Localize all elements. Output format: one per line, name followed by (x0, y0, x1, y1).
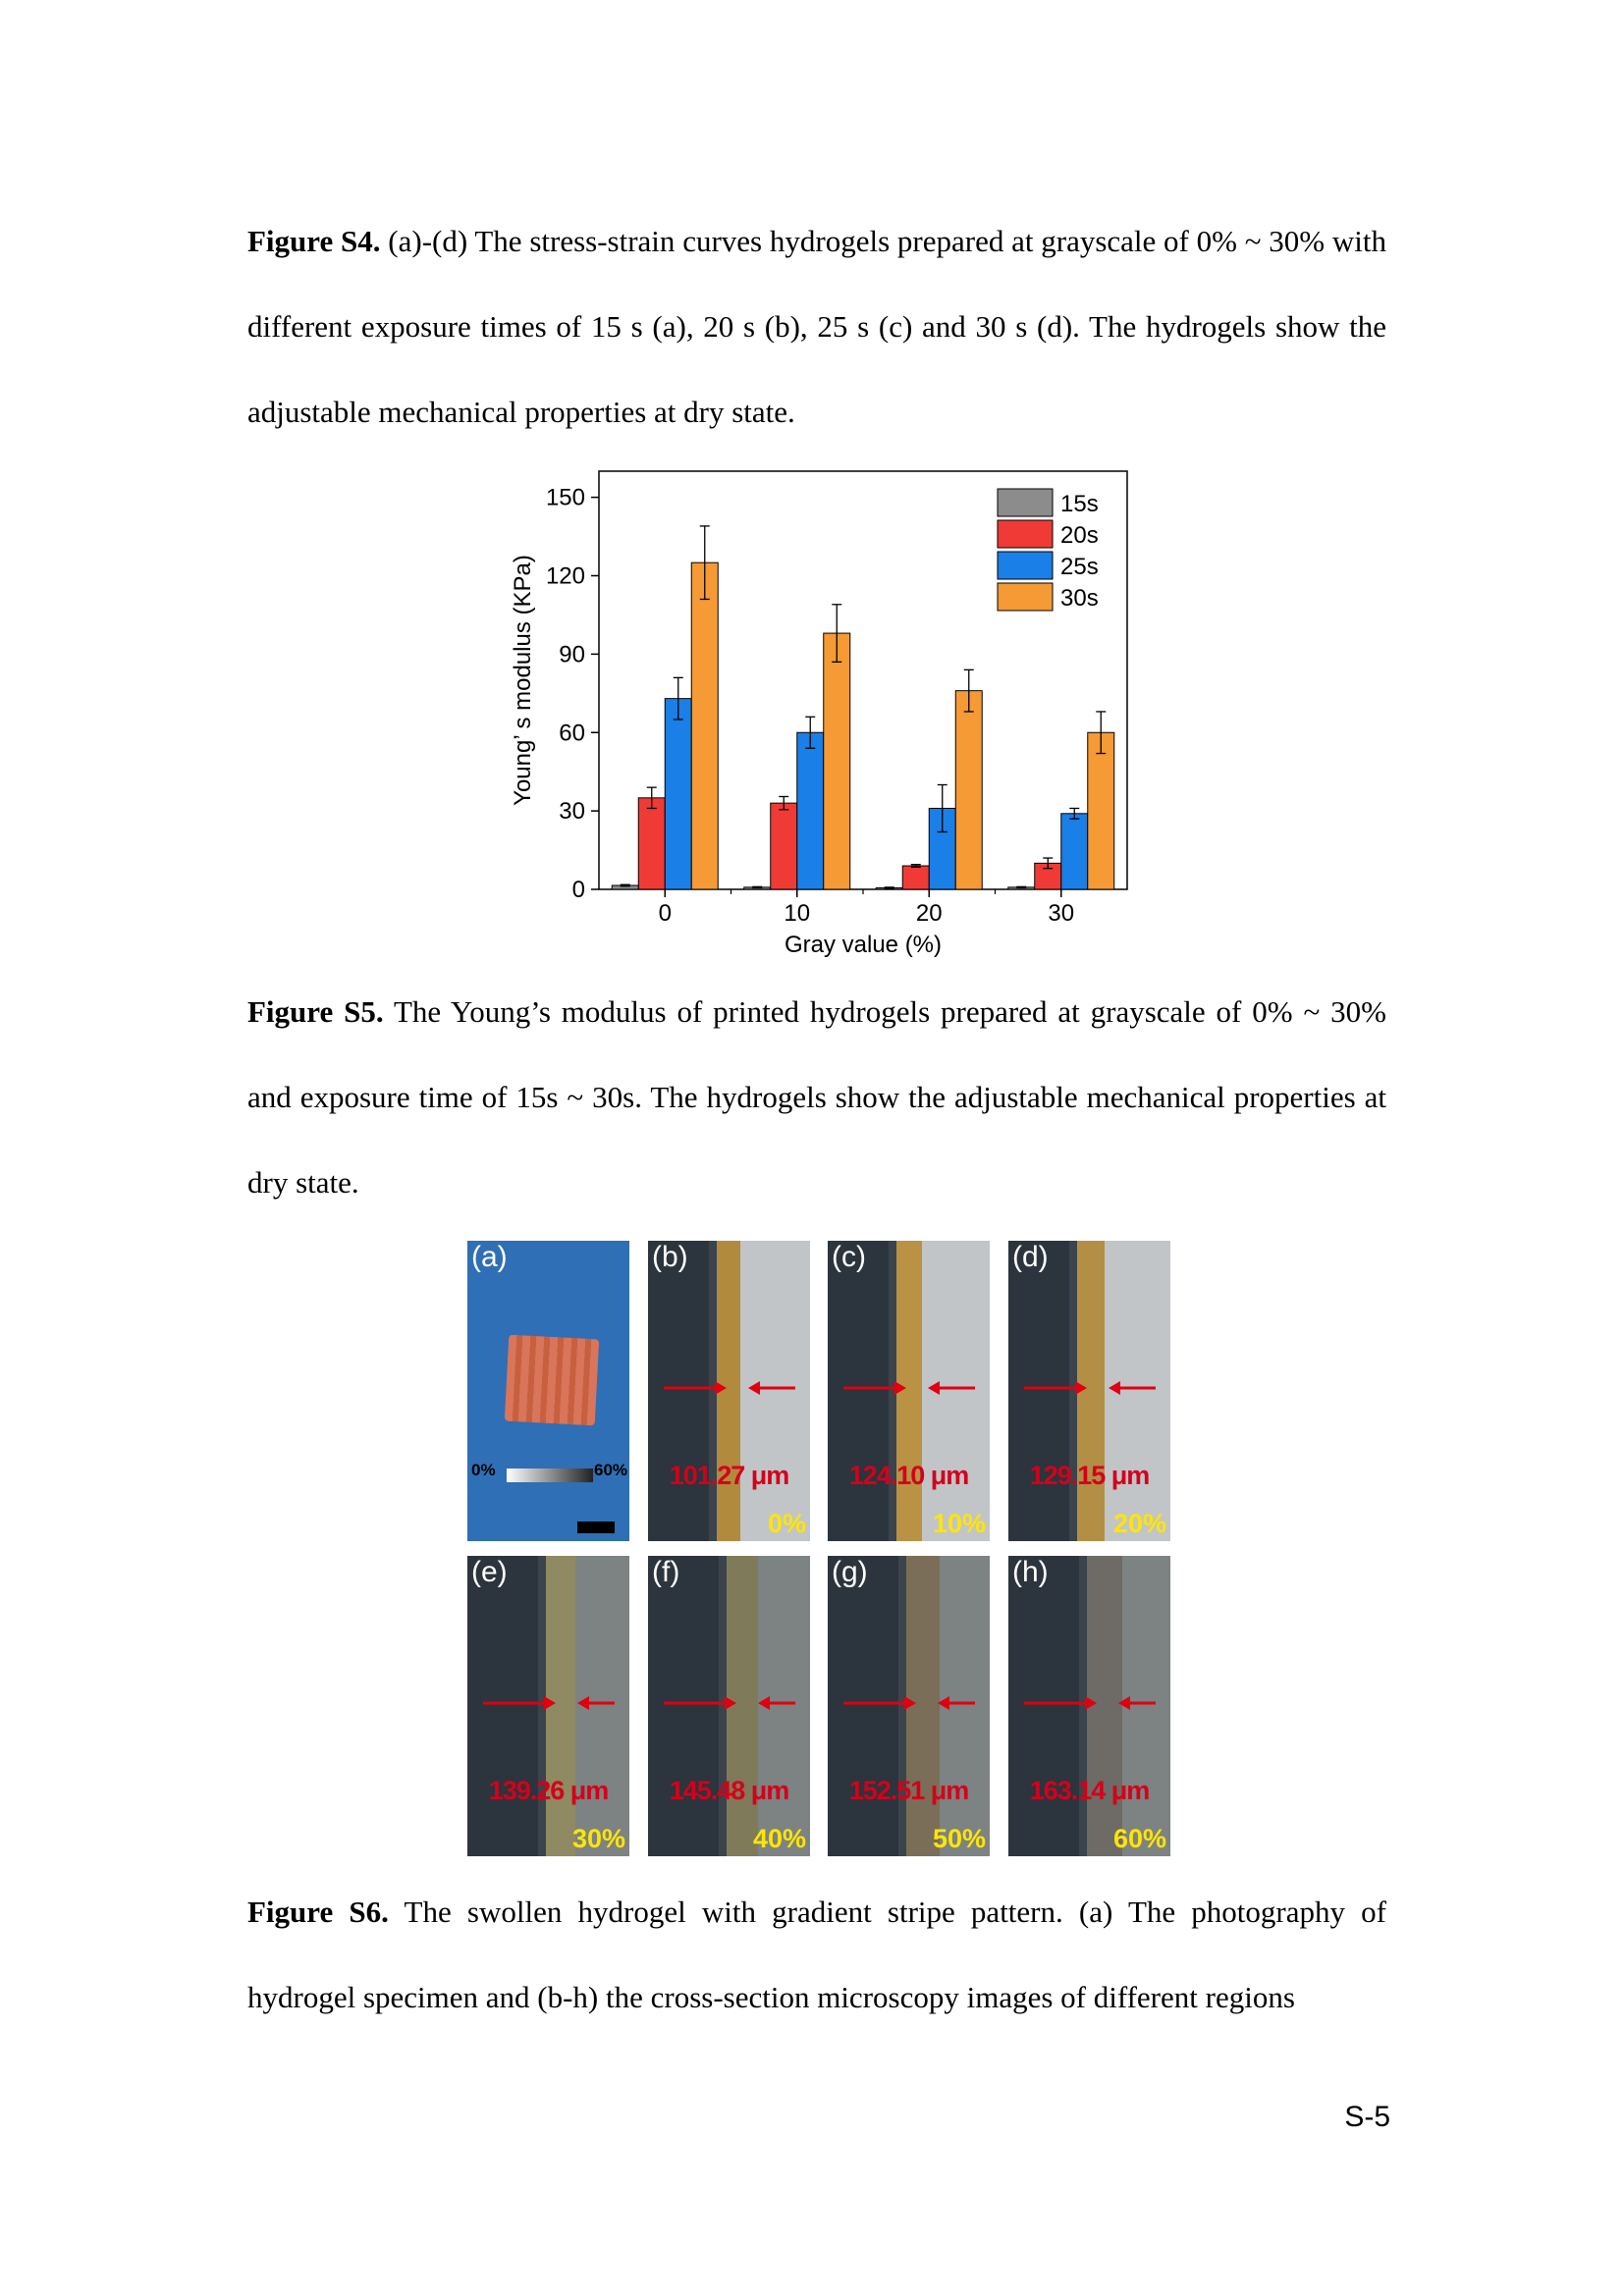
panel-label: (g) (832, 1556, 868, 1588)
legend-swatch (997, 519, 1054, 549)
figure-s5-caption: Figure S5. The Young’s modulus of printe… (247, 969, 1386, 1225)
micrograph-image (828, 1556, 990, 1856)
thickness-measurement: 101.27 μm (669, 1461, 790, 1490)
hydrogel-specimen (504, 1334, 600, 1426)
gray-value-label: 30% (571, 1824, 625, 1853)
thickness-measurement: 145.48 μm (669, 1776, 790, 1805)
x-tick-label: 30 (1048, 900, 1074, 927)
y-axis-label: Young’ s modulus (KPa) (510, 555, 536, 806)
x-tick-label: 0 (659, 900, 672, 927)
panel-label: (b) (652, 1241, 688, 1273)
chart-svg: 0 30 60 90 120 150 0 10 20 30 Gray value (%) Young’… (505, 461, 1133, 962)
legend-swatch (997, 582, 1054, 612)
legend-label: 15s (1060, 491, 1099, 517)
thickness-measurement: 129.15 μm (1029, 1461, 1151, 1490)
x-tick-label: 20 (916, 900, 943, 927)
y-tick-label: 60 (559, 720, 585, 746)
y-tick-label: 120 (546, 563, 585, 590)
figure-s6-caption: Figure S6. The swollen hydrogel with gra… (247, 1869, 1386, 2040)
thickness-measurement: 139.26 μm (488, 1776, 610, 1805)
thickness-measurement: 124.10 μm (848, 1461, 970, 1490)
figure-s6-text: The swollen hydrogel with gradient strip… (247, 1895, 1386, 2014)
y-tick-label: 150 (546, 485, 585, 511)
grayscale-gradient-bar (507, 1468, 593, 1482)
bar (954, 690, 983, 890)
micrograph-image (1008, 1241, 1170, 1541)
bar (823, 632, 851, 890)
x-axis-label: Gray value (%) (785, 932, 942, 958)
specimen-photo: (a) 0% 60% (467, 1241, 629, 1541)
legend-swatch (997, 551, 1054, 580)
youngs-modulus-chart: 0 30 60 90 120 150 0 10 20 30 Gray value (%) Young’… (505, 461, 1133, 962)
panel-label: (f) (652, 1556, 680, 1588)
bar (637, 797, 666, 890)
micrograph-image (1008, 1556, 1170, 1856)
legend-label: 25s (1060, 554, 1099, 580)
figure-s4-label: Figure S4. (247, 224, 381, 258)
gray-value-label: 50% (932, 1824, 986, 1853)
figure-s4-caption: Figure S4. (a)-(d) The stress-strain cur… (247, 198, 1386, 454)
panel-label: (d) (1012, 1241, 1049, 1273)
micrograph-panel: (b) 101.27 μm 0% (648, 1241, 810, 1541)
y-tick-label: 90 (559, 641, 585, 667)
x-tick-label: 10 (784, 900, 810, 927)
panel-label: (e) (471, 1556, 508, 1588)
gray-value-label: 10% (932, 1509, 986, 1538)
micrograph-image (648, 1556, 810, 1856)
gradient-start-label: 0% (471, 1461, 496, 1479)
bar (770, 802, 798, 890)
thickness-measurement: 163.14 μm (1029, 1776, 1151, 1805)
scale-bar (577, 1522, 615, 1533)
gray-value-label: 0% (767, 1509, 806, 1538)
gray-value-label: 20% (1112, 1509, 1166, 1538)
micrograph-panel: (e) 139.26 μm 30% (467, 1556, 629, 1856)
bar (796, 731, 825, 890)
micrograph-panel: (c) 124.10 μm 10% (828, 1241, 990, 1541)
figure-s5-label: Figure S5. (247, 994, 384, 1029)
micrograph-panel: (h) 163.14 μm 60% (1008, 1556, 1170, 1856)
figure-s4-text: (a)-(d) The stress-strain curves hydroge… (247, 224, 1386, 429)
micrograph-image (828, 1241, 990, 1541)
legend-label: 30s (1060, 585, 1099, 612)
micrograph-image (467, 1556, 629, 1856)
y-tick-label: 30 (559, 798, 585, 825)
panel-label: (c) (832, 1241, 866, 1273)
legend-swatch (997, 488, 1054, 517)
micrograph-panel: (g) 152.51 μm 50% (828, 1556, 990, 1856)
figure-s6-label: Figure S6. (247, 1895, 389, 1929)
micrograph-image (648, 1241, 810, 1541)
micrograph-panel: (f) 145.48 μm 40% (648, 1556, 810, 1856)
bar (901, 865, 930, 890)
bar (1087, 731, 1115, 890)
thickness-measurement: 152.51 μm (848, 1776, 970, 1805)
bar (1060, 813, 1089, 890)
y-tick-label: 0 (572, 877, 585, 903)
page-number: S-5 (1344, 2101, 1390, 2133)
gray-value-label: 60% (1112, 1824, 1166, 1853)
gray-value-label: 40% (752, 1824, 806, 1853)
gradient-end-label: 60% (594, 1461, 628, 1479)
micrograph-panel: (d) 129.15 μm 20% (1008, 1241, 1170, 1541)
figure-s5-text: The Young’s modulus of printed hydrogels… (247, 994, 1386, 1200)
bar (664, 698, 692, 890)
panel-label: (a) (471, 1241, 508, 1273)
panel-label: (h) (1012, 1556, 1049, 1588)
legend-label: 20s (1060, 522, 1099, 549)
bar (690, 561, 719, 890)
